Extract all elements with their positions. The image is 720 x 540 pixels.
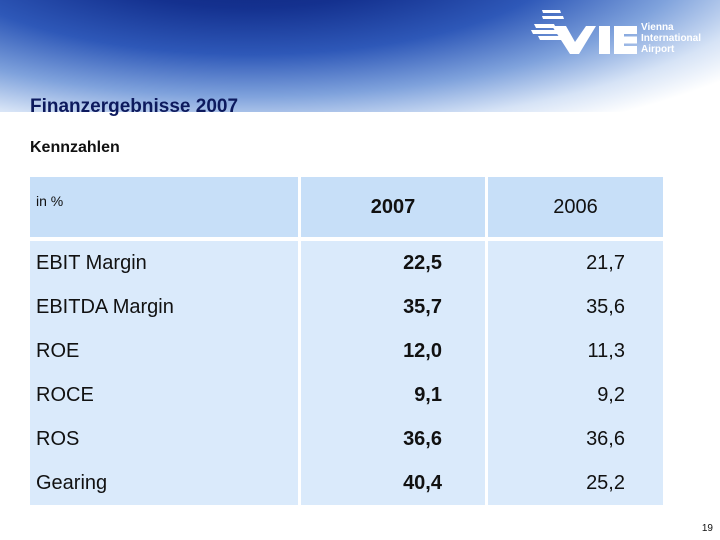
logo-wordmark: Vienna International Airport <box>641 22 701 55</box>
row-label: ROS <box>30 417 301 461</box>
row-label: ROE <box>30 329 301 373</box>
page-subtitle: Kennzahlen <box>30 139 120 156</box>
row-label: EBITDA Margin <box>30 285 301 329</box>
kpi-table: in % 2007 2006 EBIT Margin 22,5 21,7 EBI… <box>30 177 663 505</box>
table-row: ROE 12,0 11,3 <box>30 329 663 373</box>
table-row: EBITDA Margin 35,7 35,6 <box>30 285 663 329</box>
column-header-2006: 2006 <box>486 177 663 241</box>
value-2007: 12,0 <box>299 329 488 373</box>
value-2007: 35,7 <box>299 285 488 329</box>
table-row: ROCE 9,1 9,2 <box>30 373 663 417</box>
table-row: EBIT Margin 22,5 21,7 <box>30 239 663 285</box>
logo-letter-e <box>614 26 637 54</box>
table-header-row: in % 2007 2006 <box>30 177 663 241</box>
value-2006: 9,2 <box>486 373 663 417</box>
page-title: Finanzergebnisse 2007 <box>30 96 239 117</box>
value-2006: 21,7 <box>486 239 663 285</box>
value-2007: 22,5 <box>299 239 488 285</box>
unit-label: in % <box>30 177 301 241</box>
logo-line-3: Airport <box>641 44 675 55</box>
logo-line-2: International <box>641 33 702 44</box>
page-number: 19 <box>701 523 713 534</box>
table-row: Gearing 40,4 25,2 <box>30 461 663 505</box>
row-label: ROCE <box>30 373 301 417</box>
table-row: ROS 36,6 36,6 <box>30 417 663 461</box>
value-2006: 35,6 <box>486 285 663 329</box>
value-2007: 9,1 <box>299 373 488 417</box>
header-band <box>0 0 720 112</box>
logo-letter-i <box>599 26 610 54</box>
value-2007: 36,6 <box>299 417 488 461</box>
value-2006: 25,2 <box>486 461 663 505</box>
column-header-2007: 2007 <box>299 177 488 241</box>
value-2006: 11,3 <box>486 329 663 373</box>
row-label: EBIT Margin <box>30 239 301 285</box>
vie-logo <box>531 10 637 54</box>
logo-letter-v <box>552 26 596 54</box>
value-2006: 36,6 <box>486 417 663 461</box>
logo-line-1: Vienna <box>641 22 674 33</box>
value-2007: 40,4 <box>299 461 488 505</box>
logo-stripes <box>531 10 564 40</box>
row-label: Gearing <box>30 461 301 505</box>
